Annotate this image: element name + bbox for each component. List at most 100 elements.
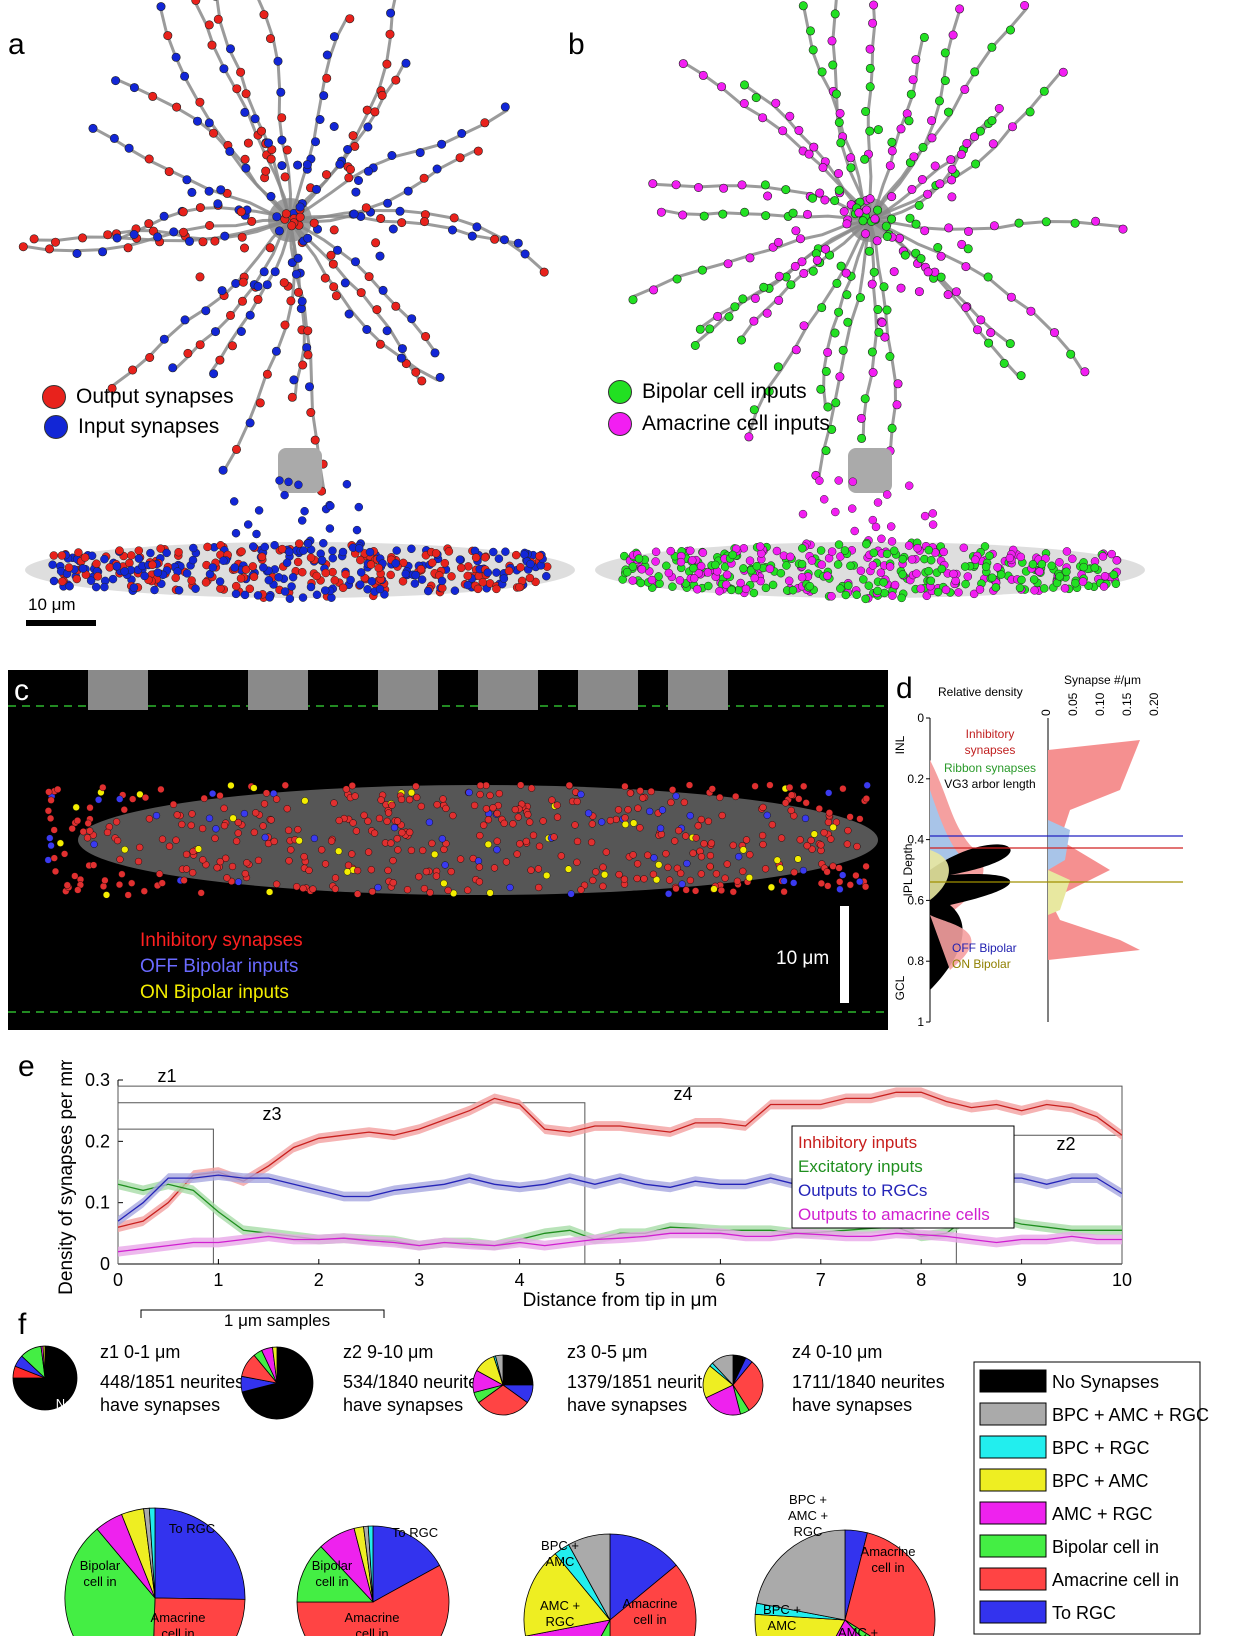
big-pie-slice xyxy=(154,1507,246,1600)
f-legend-label: To RGC xyxy=(1052,1603,1116,1623)
slice-label: BPC + xyxy=(541,1538,579,1553)
d-inl: INL xyxy=(893,735,907,754)
pie-subtitle-2: have synapses xyxy=(792,1395,912,1415)
big-pie-slice xyxy=(296,1546,374,1603)
f-legend-swatch xyxy=(979,1600,1047,1624)
input-swatch-icon xyxy=(44,415,68,439)
slice-label: Amacrine xyxy=(345,1610,400,1625)
zone-label: z4 xyxy=(673,1084,692,1104)
small-pie-slice xyxy=(12,1345,78,1411)
slice-label: AMC + xyxy=(540,1598,580,1613)
slice-label: To RGC xyxy=(169,1521,215,1536)
panel-c-image: c Inhibitory synapses OFF Bipolar inputs… xyxy=(8,670,888,1030)
f-legend-swatch xyxy=(979,1567,1047,1591)
f-legend-label: Amacrine cell in xyxy=(1052,1570,1179,1590)
f-legend-swatch xyxy=(979,1468,1047,1492)
series-line xyxy=(117,1091,1123,1228)
cell-b-top-view xyxy=(628,0,1128,480)
bipolar-swatch-icon xyxy=(608,380,632,404)
pie-subtitle-1: 1379/1851 neurites xyxy=(567,1372,721,1392)
pie-subtitle-1: 1711/1840 neurites xyxy=(792,1372,945,1392)
slice-label: BPC + xyxy=(789,1492,827,1507)
e-xlabel: Distance from tip in μm xyxy=(523,1290,718,1311)
f-legend-swatch xyxy=(979,1534,1047,1558)
slice-label: AMC + xyxy=(838,1625,878,1636)
slice-label: cell in xyxy=(633,1612,666,1627)
e-ytick: 0 xyxy=(100,1254,110,1274)
pie-title: z1 0-1 μm xyxy=(100,1342,180,1362)
big-pie-slice xyxy=(64,1528,156,1636)
cell-b-side-view xyxy=(595,448,1145,604)
small-pie-slice xyxy=(272,1346,278,1384)
d-left-title: Relative density xyxy=(938,685,1023,699)
f-legend-swatch xyxy=(979,1369,1047,1393)
d-off-label: OFF Bipolar xyxy=(952,941,1017,955)
e-xtick: 1 xyxy=(213,1270,223,1290)
f-legend-swatch xyxy=(979,1402,1047,1426)
cell-a-side-view xyxy=(25,448,575,603)
e-xtick: 6 xyxy=(715,1270,725,1290)
pie-title: z4 0-10 μm xyxy=(792,1342,882,1362)
pie-subtitle-2: have synapses xyxy=(100,1395,220,1415)
pie-title: z2 9-10 μm xyxy=(343,1342,433,1362)
e-legend-item: Outputs to RGCs xyxy=(798,1181,927,1200)
d-ribbon-label: Ribbon synapses xyxy=(944,761,1036,775)
d-ytick: 0.6 xyxy=(907,893,924,907)
d-right-title: Synapse #/μm xyxy=(1064,673,1141,687)
d-ytick: 0.8 xyxy=(907,954,924,968)
e-xtick: 4 xyxy=(515,1270,525,1290)
slice-label: RGC xyxy=(546,1614,575,1629)
e-ytick: 0.1 xyxy=(85,1193,110,1213)
slice-label: Amacrine xyxy=(623,1596,678,1611)
samples-axis xyxy=(140,1309,385,1318)
legend-inhibitory: Inhibitory synapses xyxy=(140,930,303,951)
scale-label-c: 10 μm xyxy=(776,948,830,969)
slice-label: Amacrine xyxy=(151,1610,206,1625)
legend-off-bipolar: OFF Bipolar inputs xyxy=(140,956,299,977)
slice-label: AMC xyxy=(546,1554,575,1569)
slice-label: cell in xyxy=(161,1626,194,1636)
scale-bar-c xyxy=(840,906,849,1003)
d-on-label: ON Bipolar xyxy=(952,957,1011,971)
slice-label: Bipolar xyxy=(80,1558,121,1573)
big-pie-slice xyxy=(835,1619,861,1636)
f-legend-label: BPC + AMC + RGC xyxy=(1052,1405,1209,1425)
zone-label: z2 xyxy=(1056,1134,1075,1154)
slice-label: Amacrine xyxy=(861,1544,916,1559)
legend-b: Bipolar cell inputs Amacrine cell inputs xyxy=(608,380,830,436)
cell-a-top-view xyxy=(18,0,549,496)
f-legend-label: AMC + RGC xyxy=(1052,1504,1153,1524)
e-xtick: 10 xyxy=(1112,1270,1132,1290)
slice-label: cell in xyxy=(871,1560,904,1575)
d-ytick: 0.4 xyxy=(907,833,924,847)
amacrine-swatch-icon xyxy=(608,412,632,436)
f-legend-label: BPC + AMC xyxy=(1052,1471,1149,1491)
d-xtick: 0.10 xyxy=(1093,692,1107,716)
slice-label: RGC xyxy=(794,1524,823,1539)
big-pie-slice xyxy=(296,1564,450,1636)
zone-label: z1 xyxy=(157,1066,176,1086)
big-pie-slice xyxy=(367,1525,374,1603)
d-ytick: 0.2 xyxy=(907,772,924,786)
samples-label: 1 μm samples xyxy=(224,1311,330,1330)
legend-output: Output synapses xyxy=(76,385,234,408)
e-xtick: 0 xyxy=(113,1270,123,1290)
f-legend-label: BPC + RGC xyxy=(1052,1438,1150,1458)
d-synapses-label: synapses xyxy=(965,743,1016,757)
e-ytick: 0.2 xyxy=(85,1131,110,1151)
output-swatch-icon xyxy=(42,385,66,409)
d-arbor-label: VG3 arbor length xyxy=(944,777,1035,791)
big-pie-slice xyxy=(756,1529,846,1621)
f-legend-swatch xyxy=(979,1501,1047,1525)
e-xtick: 7 xyxy=(816,1270,826,1290)
scale-label-a: 10 μm xyxy=(28,595,76,614)
series-line xyxy=(117,1232,1122,1253)
big-pie-slice xyxy=(148,1507,156,1599)
big-pie-slice xyxy=(844,1532,936,1636)
panel-f-pies: 1 μm samples z1 0-1 μm 448/1851 neurites ha… xyxy=(12,1309,1209,1636)
pie-subtitle-2: have synapses xyxy=(567,1395,687,1415)
slice-label: cell in xyxy=(355,1626,388,1636)
panel-label-d: d xyxy=(896,672,913,705)
series-band xyxy=(118,1167,1122,1226)
e-legend-box xyxy=(791,1125,1015,1229)
